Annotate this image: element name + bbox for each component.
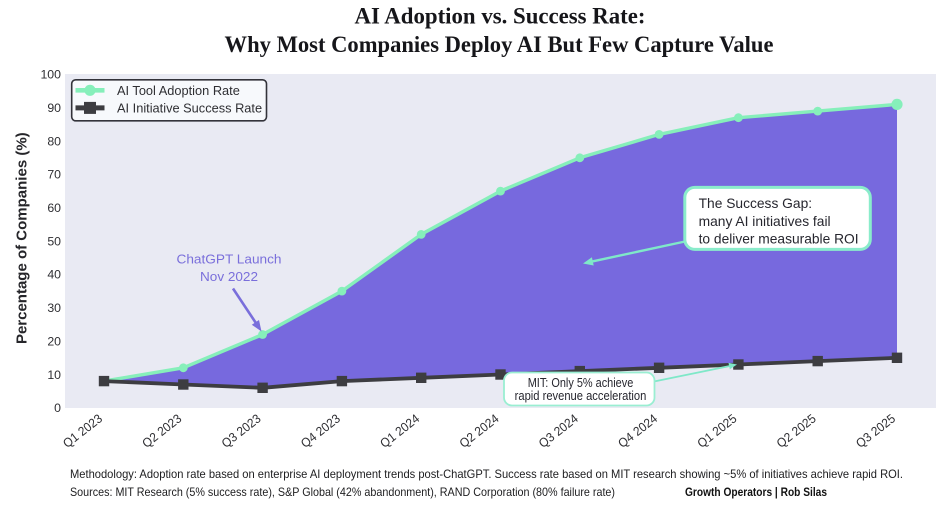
svg-text:Percentage of Companies (%): Percentage of Companies (%) [14,132,31,344]
svg-text:100: 100 [40,68,61,82]
svg-text:ChatGPT Launch: ChatGPT Launch [177,252,282,267]
svg-text:AI Initiative Success Rate: AI Initiative Success Rate [117,100,262,115]
svg-text:Growth Operators | Rob Silas: Growth Operators | Rob Silas [685,485,827,499]
svg-text:Methodology: Adoption rate bas: Methodology: Adoption rate based on ente… [70,467,903,481]
svg-text:The Success Gap:: The Success Gap: [699,195,813,211]
svg-text:MIT: Only 5% achieve: MIT: Only 5% achieve [528,376,634,390]
svg-text:to deliver measurable ROI: to deliver measurable ROI [699,230,859,246]
svg-text:0: 0 [54,401,61,415]
svg-text:AI Tool Adoption Rate: AI Tool Adoption Rate [117,83,240,98]
svg-text:70: 70 [47,168,61,182]
svg-text:20: 20 [47,334,61,348]
svg-text:10: 10 [47,368,61,382]
svg-text:30: 30 [47,301,61,315]
svg-text:Why Most Companies Deploy AI B: Why Most Companies Deploy AI But Few Cap… [225,32,774,57]
svg-text:50: 50 [47,234,61,248]
svg-text:40: 40 [47,268,61,282]
svg-text:many AI initiatives fail: many AI initiatives fail [699,213,831,229]
svg-text:80: 80 [47,134,61,148]
svg-text:60: 60 [47,201,61,215]
svg-text:rapid revenue acceleration: rapid revenue acceleration [515,389,647,403]
svg-text:90: 90 [47,101,61,115]
svg-text:Sources: MIT Research (5% succ: Sources: MIT Research (5% success rate),… [70,485,615,499]
svg-text:Nov 2022: Nov 2022 [200,269,258,284]
svg-text:AI Adoption vs. Success Rate:: AI Adoption vs. Success Rate: [355,3,646,28]
